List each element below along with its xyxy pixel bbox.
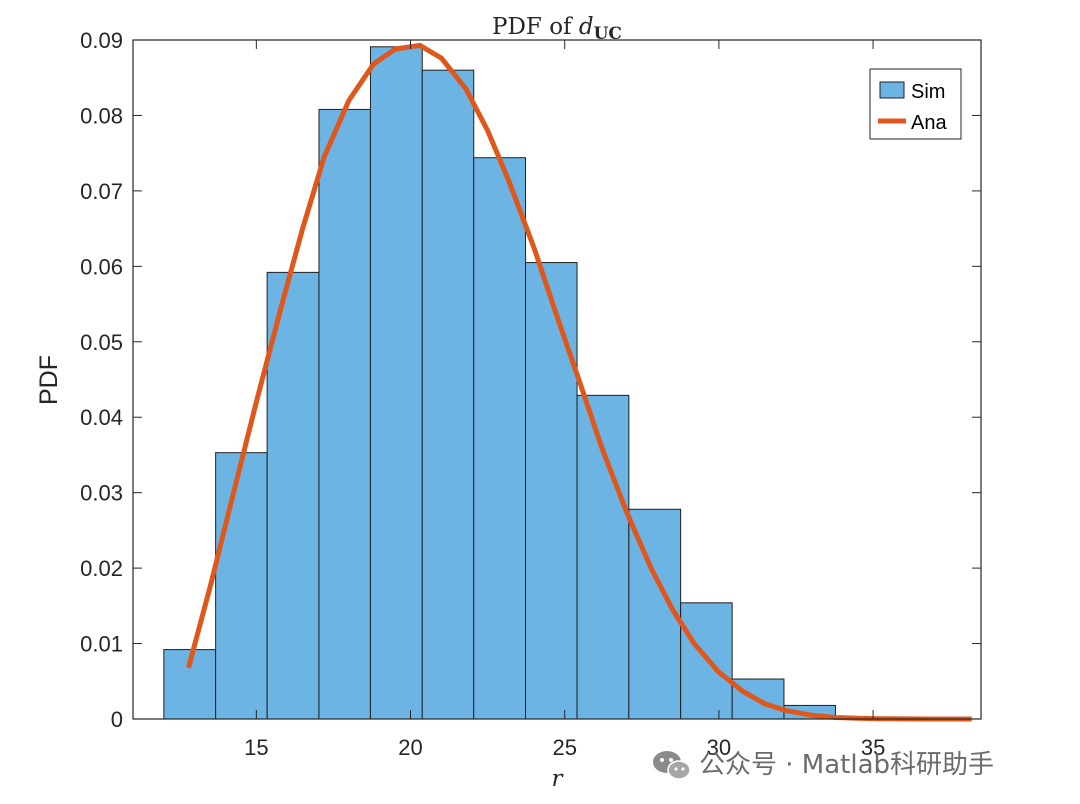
y-axis-label: PDF	[35, 355, 63, 405]
x-axis-ticks: 15 20 25 30 35	[244, 40, 885, 760]
legend-label-sim: Sim	[911, 81, 945, 103]
legend-label-ana: Ana	[911, 112, 947, 134]
histogram-bar	[421, 69, 475, 720]
chart-title-subscript: UC	[594, 24, 622, 44]
x-tick-label: 15	[244, 735, 268, 760]
x-tick-label: 25	[552, 735, 576, 760]
chart-title: PDF of dUC	[492, 14, 622, 44]
y-tick-label: 0.08	[80, 103, 123, 128]
x-tick-label: 20	[398, 735, 422, 760]
histogram-bar	[369, 46, 423, 720]
x-tick-label: 35	[861, 735, 885, 760]
chart-title-text: PDF of	[492, 14, 579, 40]
y-tick-label: 0.04	[80, 405, 123, 430]
x-axis-label: r	[552, 766, 565, 792]
watermark-text: 公众号 · Matlab科研助手	[699, 750, 994, 780]
y-tick-label: 0	[111, 707, 123, 732]
histogram-bar	[318, 108, 371, 720]
x-tick-label: 30	[707, 735, 731, 760]
y-tick-label: 0.07	[80, 179, 123, 204]
histogram-bar	[473, 157, 527, 720]
legend-swatch-sim	[879, 81, 905, 99]
histogram-bar	[525, 262, 578, 720]
y-tick-label: 0.03	[80, 481, 123, 506]
wechat-icon	[653, 751, 691, 780]
watermark: 公众号 · Matlab科研助手	[653, 750, 994, 780]
y-tick-label: 0.06	[80, 254, 123, 279]
legend: Sim Ana	[869, 68, 962, 140]
analytic-curve	[186, 42, 972, 722]
chart-title-math: d	[579, 14, 594, 40]
y-tick-label: 0.01	[80, 632, 123, 657]
histogram-bar	[731, 678, 785, 720]
y-axis-ticks: 0 0.01 0.02 0.03 0.04 0.05 0.06 0.07 0.08 0.09	[80, 28, 981, 732]
histogram-bar	[628, 508, 682, 720]
y-tick-label: 0.05	[80, 330, 123, 355]
histogram-bar	[215, 452, 268, 720]
y-tick-label: 0.09	[80, 28, 123, 53]
legend-box	[869, 68, 962, 140]
axes-box	[132, 39, 982, 720]
y-tick-label: 0.02	[80, 556, 123, 581]
